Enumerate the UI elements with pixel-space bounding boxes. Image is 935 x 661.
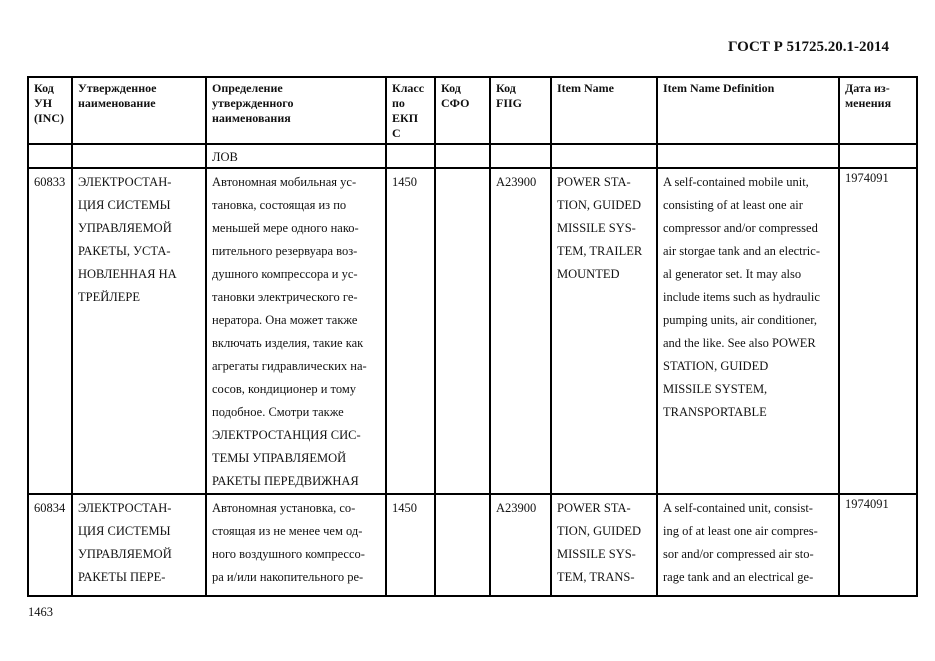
page-number: 1463 <box>28 605 53 619</box>
cell-item-name: POWER STA- TION, GUIDED MISSILE SYS- TEM… <box>550 493 658 597</box>
cell-approved-name <box>71 143 207 169</box>
header-item-name: Item Name <box>550 76 658 145</box>
cell-approved-name: ЭЛЕКТРОСТАН- ЦИЯ СИСТЕМЫ УПРАВЛЯЕМОЙ РАК… <box>71 167 207 495</box>
cell-item-definition <box>656 143 840 169</box>
table-row: 60834 ЭЛЕКТРОСТАН- ЦИЯ СИСТЕМЫ УПРАВЛЯЕМ… <box>27 493 918 597</box>
header-name-definition: Определение утвержденного наименования <box>205 76 387 145</box>
cell-fiig: A23900 <box>489 167 552 495</box>
table-row: ЛОВ <box>27 143 918 169</box>
cell-item-name: POWER STA- TION, GUIDED MISSILE SYS- TEM… <box>550 167 658 495</box>
header-ekps-class: Класс по ЕКП С <box>385 76 436 145</box>
table-row: 60833 ЭЛЕКТРОСТАН- ЦИЯ СИСТЕМЫ УПРАВЛЯЕМ… <box>27 167 918 495</box>
cell-sfo <box>434 143 491 169</box>
cell-date: 1974091 <box>838 167 918 495</box>
header-fiig-code: Код FIIG <box>489 76 552 145</box>
cell-item-name <box>550 143 658 169</box>
document-standard-title: ГОСТ Р 51725.20.1-2014 <box>727 39 889 55</box>
cell-sfo <box>434 493 491 597</box>
cell-class <box>385 143 436 169</box>
header-sfo-code: Код СФО <box>434 76 491 145</box>
cell-definition: Автономная установка, со- стоящая из не … <box>205 493 387 597</box>
cell-class: 1450 <box>385 493 436 597</box>
cell-approved-name: ЭЛЕКТРОСТАН- ЦИЯ СИСТЕМЫ УПРАВЛЯЕМОЙ РАК… <box>71 493 207 597</box>
cell-fiig: A23900 <box>489 493 552 597</box>
item-names-table: Код УН (INC) Утвержденное наименование О… <box>27 76 918 597</box>
cell-sfo <box>434 167 491 495</box>
cell-definition: ЛОВ <box>205 143 387 169</box>
header-item-name-definition: Item Name Definition <box>656 76 840 145</box>
header-inc-code: Код УН (INC) <box>27 76 73 145</box>
cell-date <box>838 143 918 169</box>
table-header-row: Код УН (INC) Утвержденное наименование О… <box>27 76 918 145</box>
cell-date: 1974091 <box>838 493 918 597</box>
cell-item-definition: A self-contained unit, consist- ing of a… <box>656 493 840 597</box>
cell-inc: 60834 <box>27 493 73 597</box>
cell-class: 1450 <box>385 167 436 495</box>
cell-inc <box>27 143 73 169</box>
header-change-date: Дата из- менения <box>838 76 918 145</box>
cell-definition: Автономная мобильная ус- тановка, состоя… <box>205 167 387 495</box>
cell-fiig <box>489 143 552 169</box>
cell-inc: 60833 <box>27 167 73 495</box>
header-approved-name: Утвержденное наименование <box>71 76 207 145</box>
cell-item-definition: A self-contained mobile unit, consisting… <box>656 167 840 495</box>
